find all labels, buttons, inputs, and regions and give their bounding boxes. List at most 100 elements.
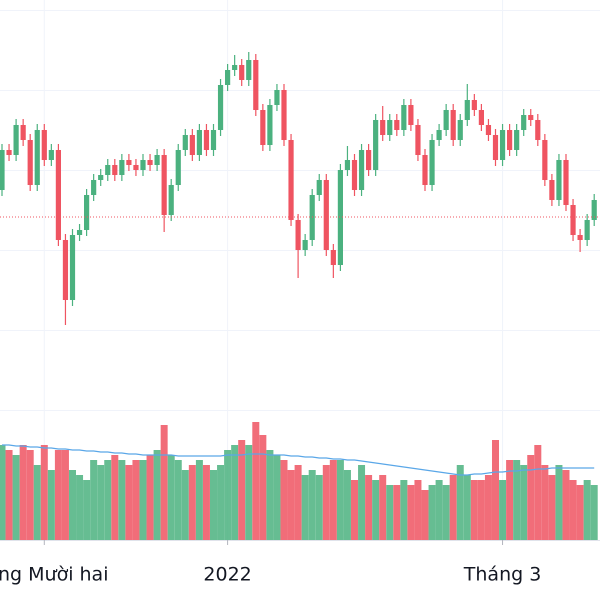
volume-bar <box>217 465 225 540</box>
volume-bar <box>210 470 217 540</box>
candle-body <box>203 130 210 150</box>
volume-bar <box>428 485 436 540</box>
candle-body <box>556 160 562 200</box>
volume-bar <box>400 480 408 540</box>
candle-body <box>69 235 76 300</box>
volume-bar <box>477 480 485 540</box>
candle-body <box>351 160 358 190</box>
candle-body <box>450 110 456 140</box>
candle-body <box>436 130 442 140</box>
volume-bar <box>421 490 429 540</box>
volume-bar <box>231 445 239 540</box>
volume-bar <box>372 480 380 540</box>
candle-body <box>535 120 541 140</box>
volume-pane <box>0 422 598 540</box>
volume-bar <box>139 460 147 540</box>
time-axis: ng Mười hai 2022 Tháng 3 <box>0 540 541 586</box>
candle-body <box>499 130 506 160</box>
candle-body <box>105 165 111 175</box>
candle-body <box>295 220 301 250</box>
volume-bar <box>301 475 309 540</box>
volume-bar <box>0 445 6 540</box>
volume-bar <box>181 470 189 540</box>
volume-bar <box>90 460 98 540</box>
candle-body <box>429 140 435 185</box>
candle-body <box>302 240 308 250</box>
volume-bar <box>527 455 535 540</box>
candle-body <box>27 140 33 185</box>
volume-bar <box>54 450 62 540</box>
candle-body <box>330 250 336 265</box>
volume-bar <box>576 485 584 540</box>
candle-body <box>154 155 160 165</box>
candle-body <box>225 70 231 85</box>
candle-body <box>528 115 534 120</box>
candle-body <box>281 90 287 140</box>
candle-body <box>485 125 492 135</box>
volume-bar <box>379 475 387 540</box>
volume-bar <box>104 460 112 540</box>
candle-body <box>394 120 400 130</box>
volume-bar <box>245 445 253 540</box>
candle-body <box>591 200 597 220</box>
candle-body <box>20 125 26 140</box>
volume-ma-line <box>2 444 595 476</box>
candle-body <box>62 240 69 300</box>
volume-bar <box>259 435 267 540</box>
candle-body <box>48 150 54 160</box>
volume-bar <box>336 460 344 540</box>
volume-bar <box>513 460 521 540</box>
candle-body <box>217 85 224 130</box>
candle-body <box>373 120 379 170</box>
volume-bar <box>146 455 154 540</box>
volume-bar <box>590 485 598 540</box>
volume-bar <box>329 460 337 540</box>
volume-bar <box>167 455 175 540</box>
volume-bar <box>449 475 457 540</box>
candle-body <box>84 195 90 230</box>
candle-body <box>232 65 238 70</box>
volume-bar <box>484 475 492 540</box>
volume-bar <box>506 460 514 540</box>
volume-bar <box>548 475 556 540</box>
candle-body <box>577 235 583 240</box>
candle-body <box>112 165 118 175</box>
candle-body <box>316 180 322 195</box>
volume-bar <box>343 470 351 540</box>
candle-body <box>147 160 153 165</box>
candle-body <box>55 150 61 240</box>
candle-body <box>196 130 202 155</box>
candle-body <box>471 100 477 110</box>
candle-body <box>337 170 343 265</box>
candle-body <box>0 150 5 190</box>
volume-bar <box>26 450 34 540</box>
volume-bar <box>294 465 302 540</box>
volume-bar <box>315 475 323 540</box>
candle-body <box>267 105 273 145</box>
volume-bar <box>393 485 401 540</box>
volume-bar <box>562 470 570 540</box>
candle-body <box>260 110 266 145</box>
volume-bar <box>33 465 41 540</box>
volume-bar <box>252 422 260 540</box>
x-tick-label: ng Mười hai <box>0 564 108 586</box>
volume-bar <box>12 455 20 540</box>
candle-body <box>549 180 555 200</box>
volume-bar <box>351 480 358 540</box>
volume-bar <box>125 465 133 540</box>
candle-body <box>408 105 414 125</box>
volume-bar <box>287 470 295 540</box>
volume-bar <box>583 480 591 540</box>
volume-bar <box>76 475 84 540</box>
volume-bar <box>266 450 274 540</box>
candle-body <box>253 60 259 110</box>
volume-bar <box>132 460 140 540</box>
candle-body <box>239 65 245 80</box>
candle-body <box>246 60 252 80</box>
volume-bar <box>322 465 330 540</box>
candle-body <box>6 150 12 155</box>
candle-body <box>443 110 449 130</box>
candle-body <box>288 140 294 220</box>
candle-body <box>584 220 590 240</box>
